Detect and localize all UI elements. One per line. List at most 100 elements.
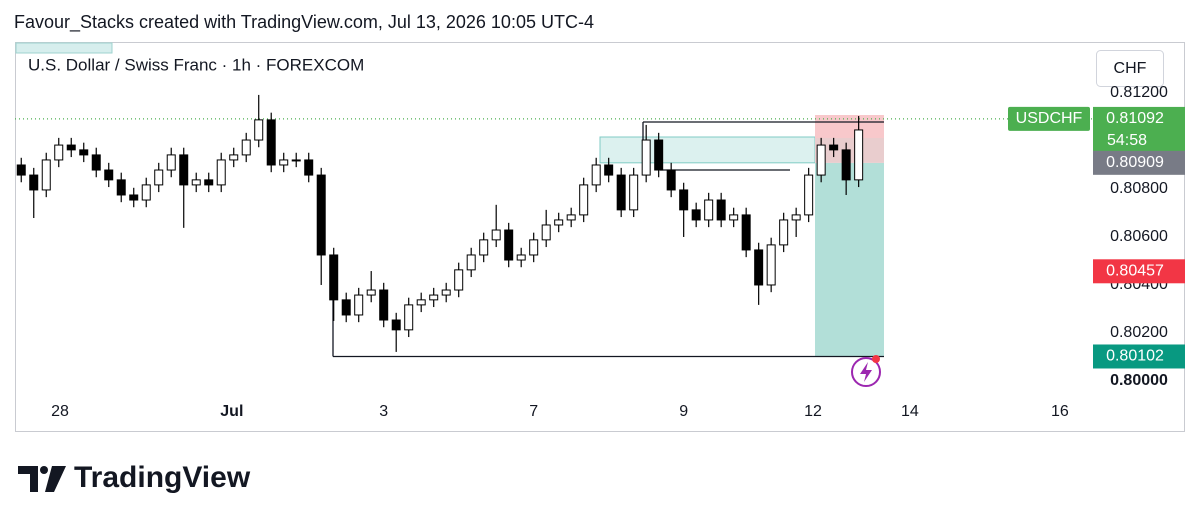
candle-body — [354, 294, 364, 316]
price-badge — [1093, 150, 1185, 175]
x-tick-label: 3 — [379, 403, 388, 420]
symbol-label: USDCHF — [1016, 110, 1083, 127]
candle-body — [841, 149, 851, 181]
candle-body — [329, 254, 339, 301]
candle-body — [641, 139, 651, 176]
candle-body — [391, 319, 401, 331]
candle-body — [216, 159, 226, 186]
candle-body — [666, 169, 676, 191]
candle-body — [129, 194, 139, 201]
candle-body — [304, 159, 314, 176]
candle-body — [679, 189, 689, 211]
candle-body — [554, 219, 564, 226]
candle-body — [829, 144, 839, 151]
x-tick-label: Jul — [220, 403, 243, 420]
symbol-badge — [1008, 106, 1090, 131]
candle-body — [541, 224, 551, 241]
candle-body — [791, 214, 801, 221]
candle-body — [66, 144, 76, 151]
candle-body — [691, 209, 701, 221]
chart-frame — [15, 42, 1185, 432]
candle-body — [254, 119, 264, 141]
candle-body — [491, 229, 501, 241]
candle-body — [654, 139, 664, 171]
candle-body — [229, 154, 239, 161]
candle-body — [441, 289, 451, 296]
x-tick-label: 12 — [804, 403, 822, 420]
candle-body — [241, 139, 251, 156]
candle-body — [741, 214, 751, 251]
candle-body — [716, 199, 726, 221]
x-tick-label: 7 — [529, 403, 538, 420]
y-tick-label: 0.80600 — [1110, 228, 1168, 245]
candle-body — [704, 199, 714, 221]
logo-part — [18, 466, 38, 492]
candle-body — [516, 254, 526, 261]
candle-body — [429, 294, 439, 301]
y-tick-label: 0.80800 — [1110, 180, 1168, 197]
candle-body — [729, 214, 739, 221]
footer-logo — [18, 466, 66, 492]
candle-body — [604, 164, 614, 176]
candle-body — [154, 169, 164, 186]
target-zone — [815, 162, 884, 357]
candle-body — [341, 299, 351, 316]
x-tick-label: 16 — [1051, 403, 1069, 420]
candle-body — [366, 289, 376, 296]
candle-body — [779, 219, 789, 246]
countdown: 54:58 — [1107, 132, 1147, 149]
candle-body — [566, 214, 576, 221]
candle-body — [41, 159, 51, 191]
price-badge-label: 0.80457 — [1106, 263, 1164, 280]
drawing-box — [15, 42, 113, 54]
currency-button[interactable] — [1096, 50, 1164, 87]
candle-body — [379, 289, 389, 321]
candle-body — [91, 154, 101, 171]
logo-part — [40, 466, 48, 474]
attribution: Favour_Stacks created with TradingView.c… — [14, 12, 594, 33]
y-tick-label: 0.81200 — [1110, 84, 1168, 101]
x-tick-label: 28 — [51, 403, 69, 420]
candle-body — [204, 179, 214, 186]
candle-body — [529, 239, 539, 256]
price-badge — [1093, 259, 1185, 284]
candle-body — [454, 269, 464, 291]
chart-title: U.S. Dollar / Swiss Franc · 1h · FOREXCO… — [28, 55, 364, 74]
candle-body — [466, 254, 476, 271]
candle-body — [29, 174, 39, 191]
candle-body — [754, 249, 764, 286]
candle-body — [166, 154, 176, 171]
candle-body — [279, 159, 289, 166]
candle-body — [179, 154, 189, 186]
y-tick-label: 0.80200 — [1110, 324, 1168, 341]
candle-body — [116, 179, 126, 196]
price-badge — [1093, 344, 1185, 369]
brand: TradingView — [74, 461, 251, 494]
candle-body — [416, 299, 426, 306]
candle-body — [804, 174, 814, 216]
candle-body — [291, 159, 301, 162]
last-price-label: 0.81092 — [1106, 110, 1164, 127]
alert-bolt — [860, 362, 872, 382]
candle-body — [16, 164, 26, 176]
alert-dot — [872, 355, 880, 363]
candle-body — [854, 129, 864, 181]
candle-body — [79, 149, 89, 156]
last-price-badge — [1093, 106, 1185, 153]
logo-part — [45, 466, 66, 492]
candle-body — [766, 244, 776, 286]
y-tick-label: 0.80000 — [1110, 372, 1168, 389]
candle-body — [104, 169, 114, 181]
candle-body — [616, 174, 626, 211]
candle-body — [629, 174, 639, 211]
x-tick-label: 14 — [901, 403, 919, 420]
candle-body — [191, 179, 201, 186]
currency-label: CHF — [1114, 60, 1147, 77]
candle-body — [479, 239, 489, 256]
x-tick-label: 9 — [679, 403, 688, 420]
candle-body — [141, 184, 151, 201]
candle-body — [504, 229, 514, 261]
price-badge-label: 0.80909 — [1106, 154, 1164, 171]
